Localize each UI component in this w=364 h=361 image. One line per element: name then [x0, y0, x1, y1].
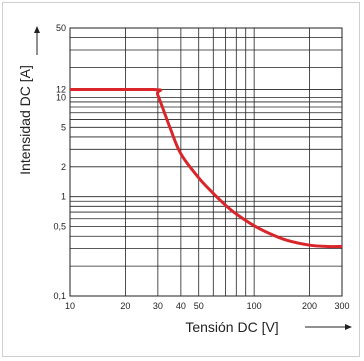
series-line: [70, 88, 343, 249]
y-axis-label: Intensidad DC [A]: [17, 65, 33, 175]
x-tick-labels: 10 20 30 40 50 100 200 300: [65, 301, 350, 311]
chart-frame: [2, 2, 360, 357]
x-axis-arrow: [305, 324, 352, 330]
y-tick-label: 0,1: [53, 291, 66, 301]
x-tick-label: 100: [247, 301, 262, 311]
y-tick-label: 2: [61, 162, 66, 172]
x-tick-label: 300: [334, 301, 349, 311]
x-tick-label: 10: [65, 301, 75, 311]
series-layer: [70, 88, 343, 249]
y-tick-label: 12: [56, 85, 66, 95]
y-tick-label: 5: [61, 122, 66, 132]
x-tick-label: 20: [120, 301, 130, 311]
y-tick-label: 0,5: [53, 222, 66, 232]
x-tick-label: 200: [302, 301, 317, 311]
x-tick-label: 50: [194, 301, 204, 311]
x-axis-label: Tensión DC [V]: [185, 319, 278, 335]
y-tick-label: 1: [61, 192, 66, 202]
y-axis-arrow: [34, 26, 40, 55]
y-tick-label: 50: [56, 23, 66, 33]
x-tick-label: 30: [153, 301, 163, 311]
plot-border: [69, 27, 343, 297]
gridlines: [69, 27, 343, 297]
y-tick-label: 10: [56, 92, 66, 102]
x-tick-label: 40: [176, 301, 186, 311]
